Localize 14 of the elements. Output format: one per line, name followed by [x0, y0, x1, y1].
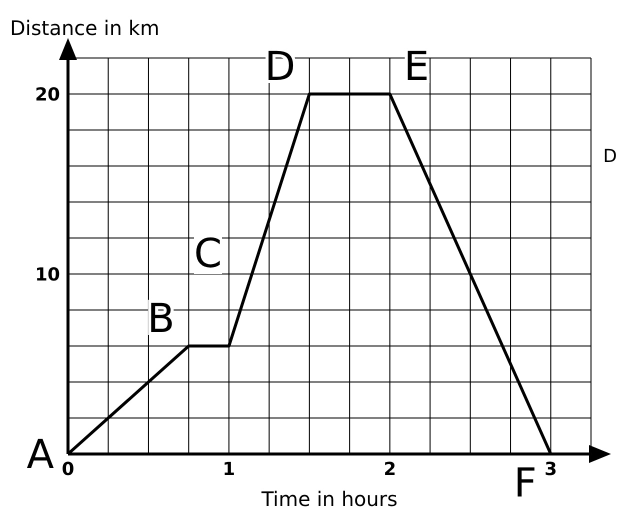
annotation: F — [514, 460, 537, 506]
x-tick-label: 3 — [544, 458, 558, 480]
text: D — [603, 146, 617, 167]
x-axis-title: Time in hours — [260, 487, 398, 511]
y-tick-label: 10 — [34, 264, 60, 286]
annotation: C — [194, 231, 222, 277]
annotation: E — [404, 44, 430, 90]
annotation: A — [26, 432, 55, 478]
x-tick-label: 1 — [222, 458, 236, 480]
y-tick-label: 20 — [34, 84, 60, 106]
x-tick-label: 2 — [384, 458, 396, 480]
annotation: B — [147, 296, 175, 342]
x-tick-label: 0 — [62, 458, 74, 480]
y-axis-title: Distance in km — [10, 16, 160, 40]
